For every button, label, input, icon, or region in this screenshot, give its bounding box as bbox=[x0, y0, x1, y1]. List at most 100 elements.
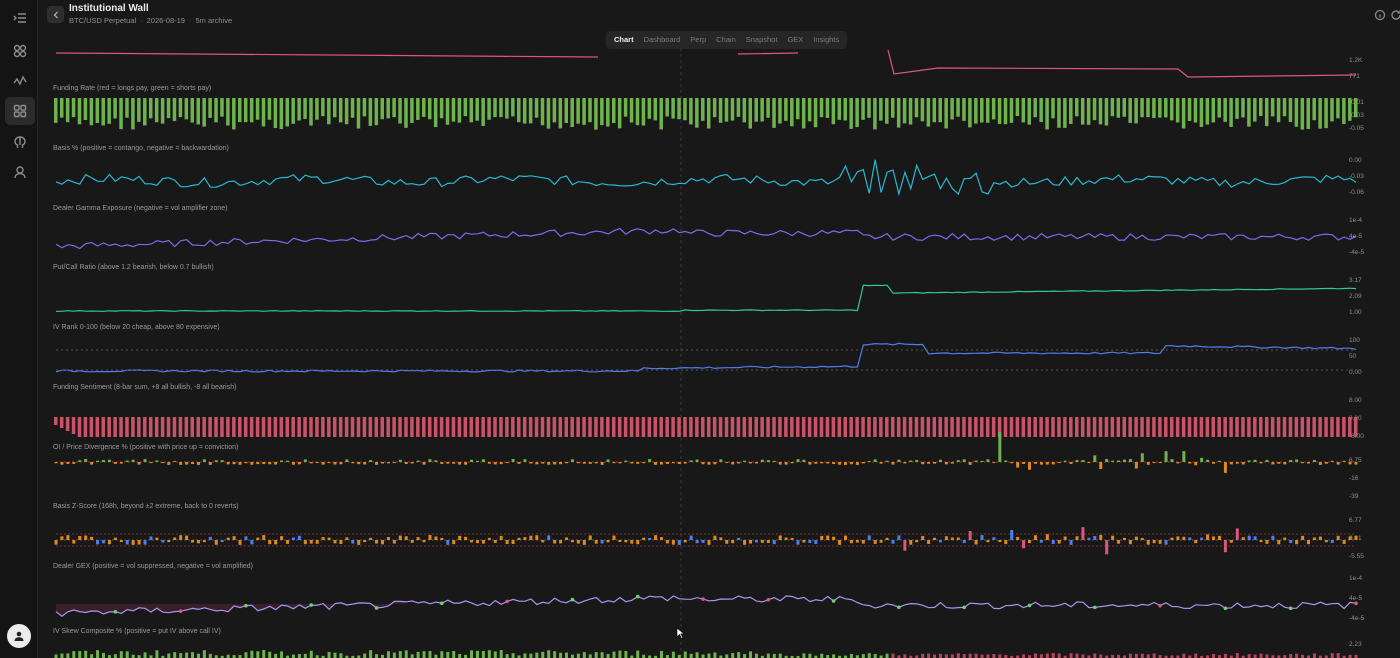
skew-bar bbox=[565, 652, 569, 658]
zscore-bar bbox=[1087, 537, 1091, 540]
sentiment-bar bbox=[647, 417, 652, 437]
oidiv-bar bbox=[1075, 460, 1079, 462]
skew-bar bbox=[547, 650, 551, 658]
zscore-bar bbox=[398, 535, 402, 540]
zscore-bar bbox=[1122, 537, 1126, 540]
sentiment-bar bbox=[938, 417, 942, 437]
zscore-bar bbox=[119, 540, 123, 543]
grid-icon[interactable] bbox=[5, 37, 35, 65]
zscore-bar bbox=[790, 537, 794, 540]
indicator-chart[interactable]: 1.2K 771 Funding Rate (red = longs pay, gr… bbox=[38, 48, 1400, 658]
zscore-bar bbox=[1235, 528, 1239, 540]
funding-bar bbox=[422, 98, 426, 117]
collapse-menu-icon[interactable] bbox=[5, 4, 35, 32]
funding-bar bbox=[611, 98, 616, 124]
sentiment-bar bbox=[113, 417, 117, 437]
zscore-bar bbox=[96, 540, 100, 545]
funding-bar bbox=[600, 98, 604, 126]
skew-bar bbox=[1093, 653, 1097, 658]
tab-insights[interactable]: Insights bbox=[813, 35, 840, 44]
tick-basis-2: -0.06 bbox=[1349, 189, 1364, 196]
skew-bar bbox=[1158, 655, 1162, 658]
skew-bar bbox=[570, 654, 574, 658]
tab-snapshot[interactable]: Snapshot bbox=[745, 35, 778, 44]
oidiv-bar bbox=[1259, 462, 1263, 464]
oidiv-bar bbox=[1010, 462, 1014, 464]
tab-gex[interactable]: GEX bbox=[787, 35, 804, 44]
zscore-bar bbox=[1283, 537, 1287, 540]
zscore-bar bbox=[725, 540, 729, 544]
sentiment-bar bbox=[1104, 417, 1109, 437]
brain-icon[interactable] bbox=[5, 128, 35, 156]
dashboard-icon[interactable] bbox=[5, 97, 35, 125]
sentiment-bar bbox=[1063, 417, 1067, 437]
sentiment-bar bbox=[742, 417, 747, 437]
oidiv-bar bbox=[1099, 462, 1103, 470]
oidiv-bar bbox=[784, 462, 788, 465]
gamma-series bbox=[55, 227, 1357, 250]
tab-dashboard[interactable]: Dashboard bbox=[643, 35, 681, 44]
funding-bar bbox=[522, 98, 527, 124]
sentiment-bar bbox=[1229, 417, 1233, 437]
skew-bar bbox=[113, 654, 117, 658]
zscore-bar bbox=[1271, 535, 1275, 540]
sentiment-bar bbox=[1164, 417, 1168, 437]
oidiv-bar bbox=[1336, 462, 1340, 465]
sentiment-bar bbox=[611, 417, 616, 437]
sentiment-bar bbox=[1259, 417, 1263, 437]
tab-chart[interactable]: Chart bbox=[614, 35, 634, 44]
oidiv-bar bbox=[280, 460, 284, 462]
funding-bar bbox=[641, 98, 646, 126]
funding-bar bbox=[1146, 98, 1150, 118]
sentiment-bar bbox=[469, 417, 474, 437]
oidiv-bar bbox=[291, 462, 295, 465]
sentiment-bar bbox=[914, 417, 919, 437]
sentiment-bar bbox=[143, 417, 147, 437]
skew-bar bbox=[1271, 655, 1275, 658]
refresh-icon[interactable] bbox=[1390, 8, 1400, 20]
zscore-bar bbox=[1324, 540, 1328, 543]
zscore-bar bbox=[582, 540, 586, 545]
zscore-bar bbox=[1099, 534, 1103, 540]
tab-chain[interactable]: Chain bbox=[716, 35, 736, 44]
sentiment-bar bbox=[730, 417, 735, 437]
funding-bar bbox=[671, 98, 675, 119]
skew-bar bbox=[529, 653, 533, 658]
funding-bar bbox=[890, 98, 895, 118]
funding-bar bbox=[178, 98, 183, 118]
sentiment-bar bbox=[766, 417, 770, 437]
funding-bar bbox=[285, 98, 290, 127]
oidiv-bar bbox=[191, 462, 195, 464]
sentiment-bar bbox=[404, 417, 408, 437]
skew-bar bbox=[891, 653, 895, 658]
zscore-bar bbox=[1063, 536, 1067, 540]
sentiment-bar bbox=[279, 417, 284, 437]
funding-bar bbox=[1294, 98, 1299, 127]
skew-bar bbox=[1336, 653, 1340, 658]
zscore-bar bbox=[808, 540, 812, 543]
tab-perp[interactable]: Perp bbox=[690, 35, 707, 44]
user-icon[interactable] bbox=[5, 158, 35, 186]
pulse-icon[interactable] bbox=[5, 67, 35, 95]
oidiv-bar bbox=[1342, 460, 1346, 462]
zscore-bar bbox=[1010, 529, 1014, 540]
skew-bar bbox=[1134, 653, 1138, 658]
funding-bar bbox=[1045, 98, 1049, 130]
funding-bar bbox=[131, 98, 135, 130]
oidiv-bar bbox=[968, 462, 972, 465]
zscore-bar bbox=[72, 540, 76, 544]
funding-bar bbox=[956, 98, 960, 117]
funding-bar bbox=[825, 98, 830, 118]
zscore-bar bbox=[1105, 540, 1109, 555]
funding-bar bbox=[819, 98, 824, 118]
oidiv-bar bbox=[493, 462, 497, 465]
oidiv-bar bbox=[1117, 460, 1121, 462]
oi-series-mid bbox=[737, 52, 799, 55]
info-icon[interactable] bbox=[1374, 8, 1386, 21]
funding-bar bbox=[1110, 98, 1115, 117]
avatar[interactable] bbox=[7, 624, 31, 648]
oidiv-bar bbox=[743, 460, 747, 462]
back-button[interactable] bbox=[47, 6, 64, 23]
oidiv-bar bbox=[725, 462, 729, 464]
oidiv-bar bbox=[1122, 459, 1126, 462]
